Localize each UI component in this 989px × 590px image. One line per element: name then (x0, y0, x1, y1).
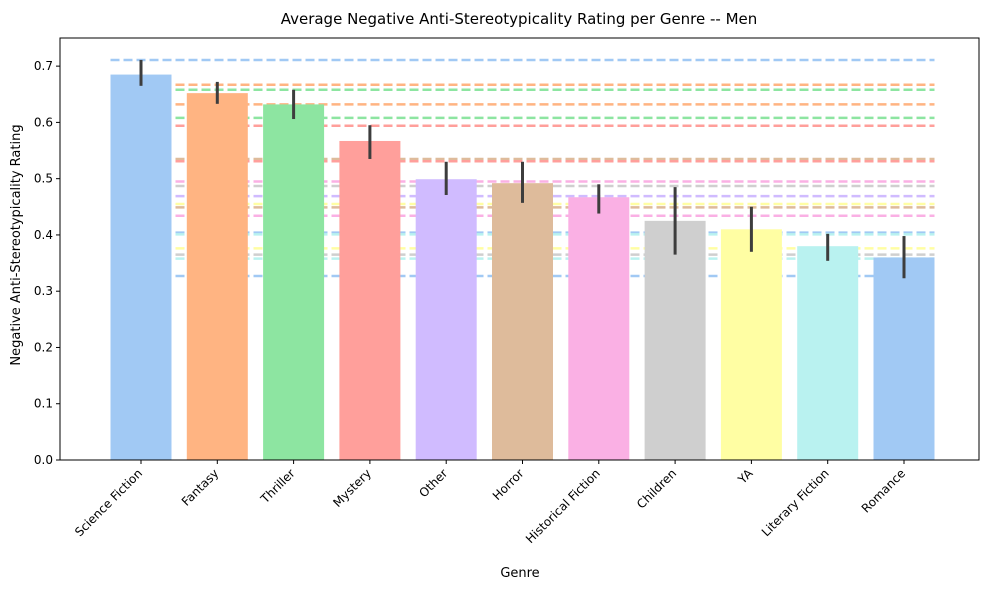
bar (186, 93, 248, 461)
x-tick-label: Thriller (257, 466, 297, 506)
x-tick-label: Historical Fiction (523, 466, 603, 546)
bar (644, 220, 706, 460)
y-tick-label: 0.4 (34, 228, 53, 242)
x-axis: Science Fiction Fantasy Thriller Mystery Oth… (72, 460, 908, 546)
y-axis-label: Negative Anti-Stereotypicality Rating (9, 124, 24, 365)
chart-title: Average Negative Anti-Stereotypicality R… (281, 10, 758, 28)
x-tick-label: Science Fiction (72, 466, 145, 539)
bar (263, 104, 325, 461)
x-tick-label: YA (735, 466, 756, 487)
y-tick-label: 0.2 (34, 340, 53, 354)
y-tick-label: 0.5 (34, 172, 53, 186)
x-tick-label: Children (634, 466, 679, 511)
x-tick-label: Mystery (330, 466, 374, 510)
x-tick-label: Fantasy (179, 466, 222, 509)
x-axis-label: Genre (500, 566, 539, 581)
y-tick-label: 0.0 (34, 453, 53, 467)
x-tick-label: Romance (859, 466, 908, 515)
bar (339, 140, 401, 460)
error-bars-group (139, 59, 906, 279)
bar (415, 179, 477, 460)
bars-group (110, 74, 935, 461)
bar (568, 197, 630, 460)
y-tick-label: 0.1 (34, 397, 53, 411)
bar (797, 246, 859, 460)
bar (720, 229, 782, 460)
bar (492, 183, 553, 460)
bar (873, 257, 935, 460)
y-axis: 0.0 0.1 0.2 0.3 0.4 0.5 0.6 0.7 (34, 59, 60, 467)
x-tick-label: Literary Fiction (759, 466, 832, 539)
plot-frame (59, 37, 980, 461)
y-tick-label: 0.7 (34, 59, 53, 73)
x-tick-label: Horror (490, 466, 527, 503)
x-tick-label: Other (416, 466, 450, 500)
bar (110, 74, 172, 460)
y-tick-label: 0.3 (34, 284, 53, 298)
y-tick-label: 0.6 (34, 115, 53, 129)
